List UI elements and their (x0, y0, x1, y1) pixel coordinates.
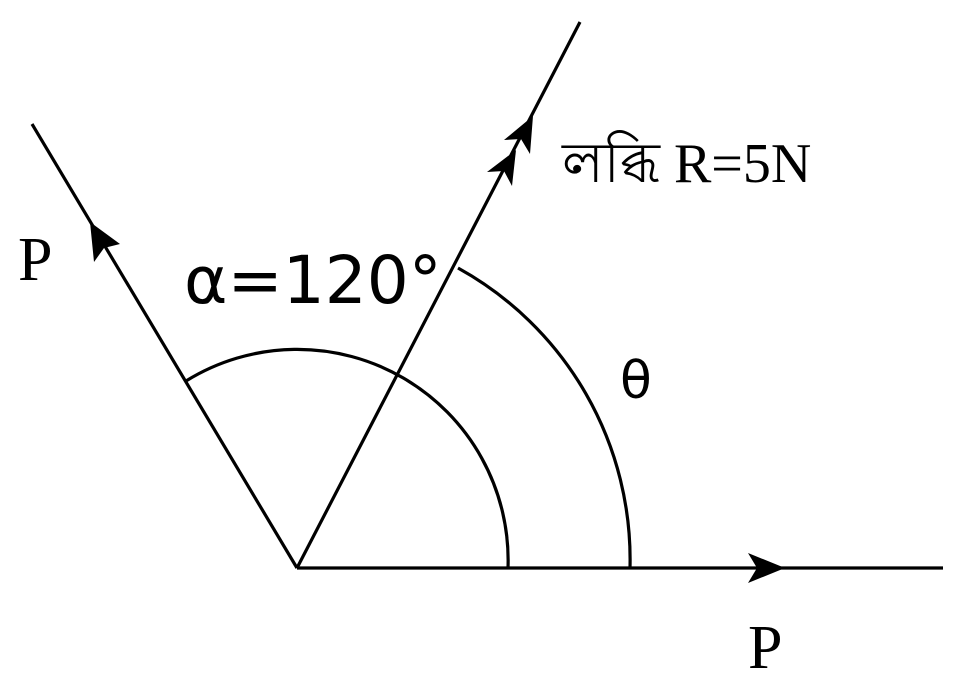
resultant-arrowhead-upper (504, 116, 533, 154)
angle-theta-arc (457, 266, 632, 569)
force-p-left-label: P (18, 226, 52, 294)
force-p-inclined-arrowhead (90, 222, 120, 262)
resultant-arrowhead-lower (487, 150, 516, 186)
force-p-horizontal-arrowhead (748, 553, 785, 583)
force-p-bottom-label: P (748, 614, 782, 682)
resultant-label: লব্ধি R=5N (561, 130, 811, 195)
force-p-inclined-line (30, 123, 299, 569)
resultant-line (295, 21, 582, 569)
angle-alpha-arc (185, 347, 510, 569)
angle-theta-label: θ (620, 351, 652, 411)
angle-alpha-label: α=120° (184, 242, 442, 319)
